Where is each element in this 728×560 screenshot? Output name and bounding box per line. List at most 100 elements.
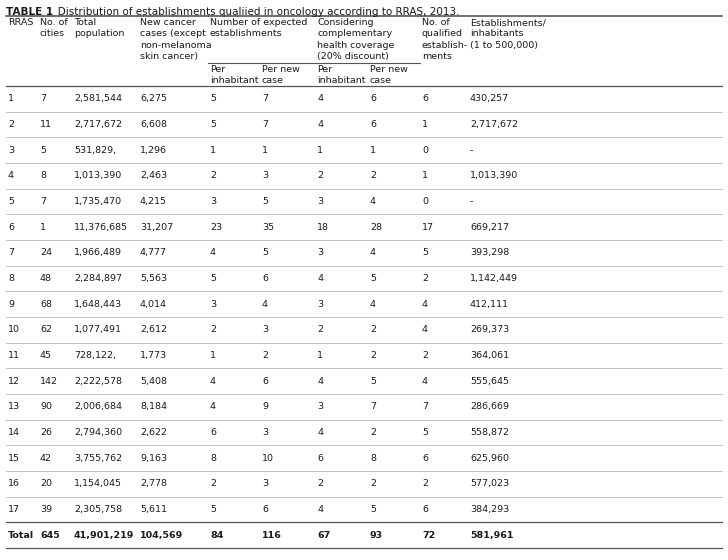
Text: 5: 5 <box>422 428 428 437</box>
Text: 5: 5 <box>370 505 376 514</box>
Text: 5: 5 <box>262 248 268 258</box>
Text: 16: 16 <box>8 479 20 488</box>
Text: 6,275: 6,275 <box>140 94 167 104</box>
Text: 4: 4 <box>317 505 323 514</box>
Text: 9: 9 <box>8 300 14 309</box>
Text: 3: 3 <box>317 402 323 412</box>
Text: Total: Total <box>8 531 34 540</box>
Text: 6: 6 <box>370 94 376 104</box>
Text: 1: 1 <box>317 146 323 155</box>
Text: 14: 14 <box>8 428 20 437</box>
Text: 3: 3 <box>210 300 216 309</box>
Text: 8: 8 <box>8 274 14 283</box>
Text: 555,645: 555,645 <box>470 377 509 386</box>
Text: 7: 7 <box>8 248 14 258</box>
Text: 1,966,489: 1,966,489 <box>74 248 122 258</box>
Text: 3: 3 <box>317 248 323 258</box>
Text: 4: 4 <box>370 300 376 309</box>
Text: 4: 4 <box>210 248 216 258</box>
Text: No. of
cities: No. of cities <box>40 18 68 39</box>
Text: 35: 35 <box>262 223 274 232</box>
Text: 2: 2 <box>370 325 376 334</box>
Text: 90: 90 <box>40 402 52 412</box>
Text: 1: 1 <box>317 351 323 360</box>
Text: 62: 62 <box>40 325 52 334</box>
Text: 2,717,672: 2,717,672 <box>74 120 122 129</box>
Text: 23: 23 <box>210 223 222 232</box>
Text: 6: 6 <box>422 94 428 104</box>
Text: 5: 5 <box>210 274 216 283</box>
Text: 4: 4 <box>317 94 323 104</box>
Text: 3: 3 <box>8 146 14 155</box>
Text: 531,829,: 531,829, <box>74 146 116 155</box>
Text: 17: 17 <box>8 505 20 514</box>
Text: 1,648,443: 1,648,443 <box>74 300 122 309</box>
Text: 0: 0 <box>422 146 428 155</box>
Text: 2: 2 <box>262 351 268 360</box>
Text: 6: 6 <box>8 223 14 232</box>
Text: Per
inhabitant: Per inhabitant <box>317 65 365 86</box>
Text: 2: 2 <box>422 351 428 360</box>
Text: 2: 2 <box>317 171 323 180</box>
Text: 5: 5 <box>370 377 376 386</box>
Text: 4: 4 <box>422 377 428 386</box>
Text: Number of expected
establishments: Number of expected establishments <box>210 18 307 39</box>
Text: 2: 2 <box>370 428 376 437</box>
Text: 5,611: 5,611 <box>140 505 167 514</box>
Text: 4: 4 <box>210 377 216 386</box>
Text: 5: 5 <box>370 274 376 283</box>
Text: 1,077,491: 1,077,491 <box>74 325 122 334</box>
Text: 1: 1 <box>40 223 46 232</box>
Text: RRAS: RRAS <box>8 18 33 27</box>
Text: 5: 5 <box>210 94 216 104</box>
Text: 728,122,: 728,122, <box>74 351 116 360</box>
Text: 1: 1 <box>370 146 376 155</box>
Text: 286,669: 286,669 <box>470 402 509 412</box>
Text: 4: 4 <box>8 171 14 180</box>
Text: 5: 5 <box>40 146 46 155</box>
Text: 1: 1 <box>422 120 428 129</box>
Text: 4: 4 <box>370 197 376 206</box>
Text: 2,305,758: 2,305,758 <box>74 505 122 514</box>
Text: 4,777: 4,777 <box>140 248 167 258</box>
Text: 2: 2 <box>8 120 14 129</box>
Text: 2: 2 <box>422 274 428 283</box>
Text: 4: 4 <box>422 300 428 309</box>
Text: 93: 93 <box>370 531 383 540</box>
Text: 6: 6 <box>370 120 376 129</box>
Text: 430,257: 430,257 <box>470 94 509 104</box>
Text: -: - <box>470 146 473 155</box>
Text: 1,013,390: 1,013,390 <box>470 171 518 180</box>
Text: 2,284,897: 2,284,897 <box>74 274 122 283</box>
Text: 5: 5 <box>262 197 268 206</box>
Text: 3: 3 <box>317 197 323 206</box>
Text: 6: 6 <box>422 505 428 514</box>
Text: 26: 26 <box>40 428 52 437</box>
Text: 3: 3 <box>262 428 268 437</box>
Text: 577,023: 577,023 <box>470 479 509 488</box>
Text: 4: 4 <box>370 248 376 258</box>
Text: 2: 2 <box>422 479 428 488</box>
Text: 393,298: 393,298 <box>470 248 510 258</box>
Text: 1: 1 <box>422 171 428 180</box>
Text: 1: 1 <box>210 351 216 360</box>
Text: 84: 84 <box>210 531 223 540</box>
Text: 2,717,672: 2,717,672 <box>470 120 518 129</box>
Text: 2,794,360: 2,794,360 <box>74 428 122 437</box>
Text: Establishments/
inhabitants
(1 to 500,000): Establishments/ inhabitants (1 to 500,00… <box>470 18 546 50</box>
Text: 68: 68 <box>40 300 52 309</box>
Text: 28: 28 <box>370 223 382 232</box>
Text: 6: 6 <box>262 505 268 514</box>
Text: 2: 2 <box>210 325 216 334</box>
Text: Considering
complementary
health coverage
(20% discount): Considering complementary health coverag… <box>317 18 395 62</box>
Text: 142: 142 <box>40 377 58 386</box>
Text: 2,581,544: 2,581,544 <box>74 94 122 104</box>
Text: 10: 10 <box>8 325 20 334</box>
Text: 1: 1 <box>8 94 14 104</box>
Text: No. of
qualified
establish-
ments: No. of qualified establish- ments <box>422 18 468 62</box>
Text: 645: 645 <box>40 531 60 540</box>
Text: 3: 3 <box>210 197 216 206</box>
Text: 9,163: 9,163 <box>140 454 167 463</box>
Text: 67: 67 <box>317 531 331 540</box>
Text: 7: 7 <box>40 94 46 104</box>
